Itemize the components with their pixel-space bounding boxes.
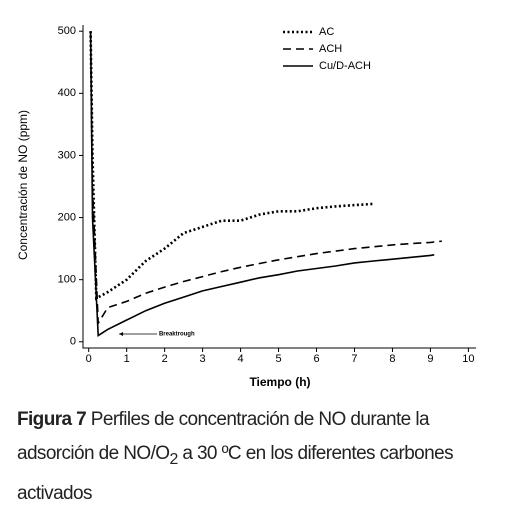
x-tick-label: 6 — [313, 353, 319, 365]
y-tick-label: 200 — [58, 211, 76, 223]
legend-label: AC — [319, 26, 334, 38]
x-tick-label: 3 — [200, 353, 206, 365]
y-tick-label: 100 — [58, 274, 76, 286]
axis — [82, 25, 476, 349]
y-tick-label: 0 — [70, 336, 76, 348]
x-tick-label: 9 — [427, 353, 433, 365]
annotation-arrowhead — [119, 332, 124, 336]
series-line — [89, 31, 442, 326]
caption-subscript: 2 — [169, 450, 178, 468]
x-tick-label: 10 — [462, 353, 474, 365]
x-tick-label: 1 — [124, 353, 130, 365]
y-tick-label: 500 — [58, 25, 76, 37]
caption-text: Perfiles de concentración de NO durante … — [17, 409, 430, 464]
caption-label: Figura 7 — [17, 409, 87, 430]
legend-label: ACH — [319, 43, 342, 55]
chart: Tiempo (h) Concentración de NO (ppm) 0 1 2… — [16, 25, 476, 389]
x-tick-label: 5 — [275, 353, 281, 365]
annotation: Breaktrough — [159, 332, 195, 338]
legend-label: Cu/D-ACH — [319, 60, 371, 72]
y-axis-label: Concentración de NO (ppm) — [16, 110, 30, 260]
x-tick-label: 4 — [238, 353, 244, 365]
x-tick-label: 8 — [389, 353, 395, 365]
y-tick-label: 300 — [58, 149, 76, 161]
x-axis-label: Tiempo (h) — [249, 375, 310, 389]
y-tick-label: 400 — [58, 87, 76, 99]
series-line — [89, 31, 374, 301]
x-tick-label: 0 — [86, 353, 92, 365]
x-tick-label: 7 — [351, 353, 357, 365]
caption-text: a 30 ºC en los diferentes carbones activ… — [17, 443, 454, 504]
series-line — [89, 31, 435, 338]
caption: Figura 7 Perfiles de concentración de NO… — [0, 403, 511, 511]
x-tick-label: 2 — [162, 353, 168, 365]
